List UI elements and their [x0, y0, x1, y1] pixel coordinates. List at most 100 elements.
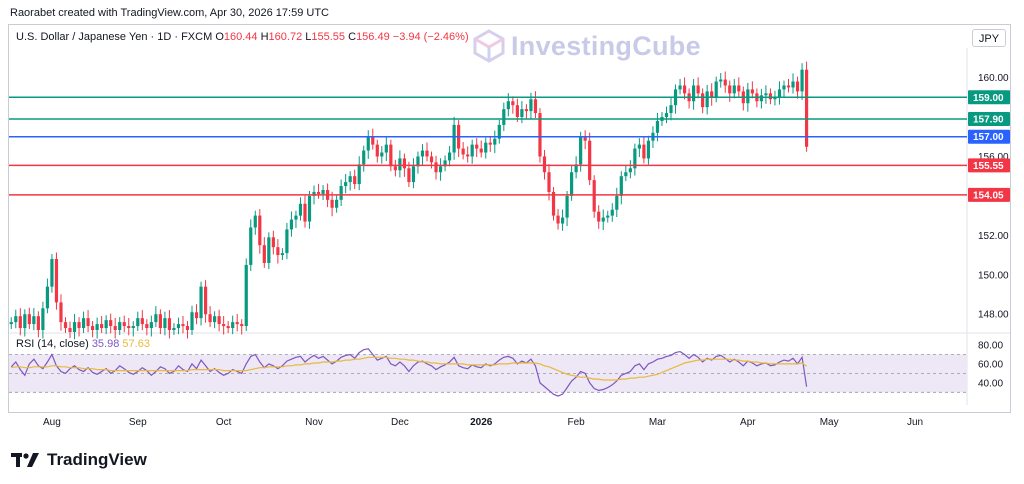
- time-tick-label: May: [820, 417, 839, 428]
- candle-body: [479, 148, 483, 153]
- level-label-box: [968, 158, 1010, 173]
- candle-body: [41, 308, 45, 330]
- candle-body: [461, 148, 465, 155]
- candle-body: [664, 113, 669, 118]
- level-label-text: 159.00: [973, 93, 1004, 104]
- candle-body: [732, 85, 736, 94]
- candle-body: [23, 314, 27, 329]
- candle-body: [497, 124, 501, 139]
- currency-button[interactable]: JPY: [972, 29, 1006, 47]
- candle-body: [303, 203, 307, 222]
- candle-body: [226, 326, 230, 329]
- candle-body: [122, 322, 126, 327]
- candle-body: [800, 69, 804, 92]
- candle-body: [68, 328, 72, 332]
- candle-body: [231, 322, 235, 329]
- candle-body: [335, 199, 339, 208]
- candle-body: [520, 109, 524, 118]
- candle-body: [384, 144, 388, 153]
- candle-body: [804, 69, 809, 147]
- candle-body: [556, 215, 560, 224]
- candle-body: [190, 312, 194, 330]
- candle-body: [615, 195, 619, 210]
- rsi-tick-label: 40.00: [978, 378, 1003, 389]
- candle-body: [167, 318, 172, 330]
- candle-body: [502, 109, 506, 125]
- candle-body: [710, 91, 714, 98]
- level-label-box: [968, 129, 1010, 144]
- candle-body: [298, 203, 303, 216]
- candle-body: [50, 259, 54, 287]
- candle-body: [32, 316, 36, 325]
- level-label-text: 157.00: [973, 132, 1004, 143]
- level-label-text: 157.90: [973, 114, 1004, 125]
- candle-body: [737, 85, 741, 92]
- candle-body: [149, 322, 153, 329]
- investingcube-watermark: InvestingCube: [473, 29, 701, 63]
- time-tick-label: Dec: [391, 417, 409, 428]
- candle-body: [258, 215, 262, 246]
- candle-body: [45, 286, 50, 309]
- time-tick-label: 2026: [470, 417, 493, 428]
- low-label: L: [305, 31, 312, 43]
- price-tick-label: 148.00: [978, 310, 1009, 321]
- price-tick-label: 150.00: [978, 270, 1009, 281]
- candle-body: [569, 172, 574, 196]
- candle-body: [194, 312, 199, 319]
- candle-body: [199, 286, 203, 319]
- candle-body: [86, 318, 90, 327]
- price-tick-label: 156.00: [978, 152, 1009, 163]
- candle-body: [54, 259, 59, 303]
- candle-body: [597, 211, 601, 222]
- candle-body: [416, 156, 420, 167]
- candle-body: [560, 217, 565, 224]
- candle-body: [185, 326, 190, 330]
- chart-frame: [8, 24, 1011, 413]
- time-tick-label: Feb: [568, 417, 586, 428]
- candle-body: [438, 166, 443, 173]
- candle-body: [692, 85, 696, 102]
- candle-body: [588, 140, 592, 181]
- candle-body: [113, 326, 117, 330]
- candle-body: [249, 227, 253, 265]
- rsi-ma-value: 57.63: [122, 338, 150, 350]
- candle-body: [389, 144, 393, 167]
- candle-body: [696, 85, 700, 94]
- price-tick-label: 152.00: [978, 231, 1009, 242]
- close-label: C: [348, 31, 357, 43]
- candle-body: [452, 124, 456, 153]
- watermark-text: InvestingCube: [511, 30, 701, 61]
- candle-body: [488, 142, 492, 145]
- candle-body: [759, 95, 763, 102]
- candle-body: [714, 81, 718, 98]
- candle-body: [253, 215, 257, 228]
- candle-body: [104, 320, 108, 329]
- candle-body: [213, 316, 217, 323]
- candle-body: [434, 162, 438, 173]
- candle-body: [14, 316, 18, 323]
- candle-body: [682, 85, 687, 94]
- candle-body: [140, 318, 144, 325]
- candle-body: [271, 237, 275, 248]
- candle-body: [27, 314, 31, 325]
- candle-body: [118, 322, 122, 330]
- time-tick-label: Apr: [740, 417, 756, 428]
- tradingview-logo-icon: [11, 453, 39, 467]
- candle-body: [407, 168, 411, 183]
- candle-body: [777, 89, 782, 98]
- candle-body: [131, 326, 135, 329]
- candle-body: [136, 318, 140, 327]
- candle-body: [217, 316, 221, 325]
- symbol-legend: U.S. Dollar / Japanese Yen · 1D · FXCM O…: [16, 31, 469, 43]
- candle-body: [678, 85, 682, 90]
- candle-body: [646, 140, 651, 159]
- candle-body: [294, 215, 298, 220]
- candle-body: [145, 324, 149, 329]
- candle-body: [276, 247, 280, 256]
- candle-body: [669, 105, 673, 114]
- candle-body: [344, 182, 348, 187]
- candle-body: [72, 322, 77, 332]
- candle-body: [420, 150, 425, 157]
- level-label-box: [968, 111, 1010, 126]
